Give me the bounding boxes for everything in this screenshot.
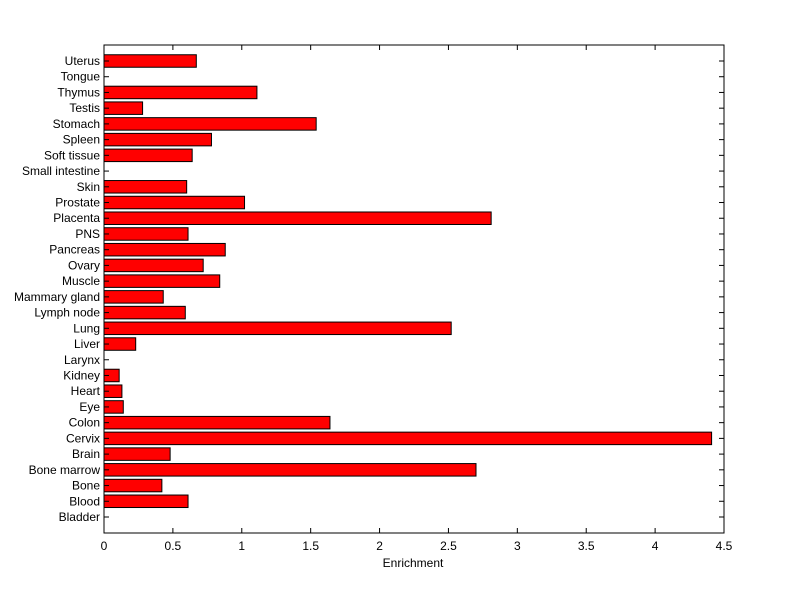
x-tick-label: 1.5 [302,539,319,553]
category-label: Liver [74,337,100,351]
ticks-layer [103,45,725,533]
bar [103,211,492,225]
category-label: Eye [79,400,100,414]
category-label: Prostate [55,196,100,210]
category-label: Bladder [59,510,100,524]
category-label: Lymph node [34,306,100,320]
category-label: Spleen [63,133,100,147]
category-label: Soft tissue [44,148,100,162]
category-label: Small intestine [22,164,100,178]
category-label: Larynx [64,353,100,367]
bar [103,180,188,194]
category-label: Heart [71,384,101,398]
bar [103,494,189,509]
bar [103,415,331,430]
category-label: Blood [69,494,100,508]
bar [103,117,317,131]
category-label: Lung [73,321,100,335]
x-tick-labels: 0 0.5 1 1.5 2 2.5 3 3.5 4 4.5 [101,539,733,553]
bar [103,227,189,241]
category-label: Ovary [68,258,100,272]
category-label: Thymus [57,85,100,99]
category-label: Bone [72,479,100,493]
bar [103,54,197,68]
x-tick-label: 2.5 [440,539,457,553]
bar [103,478,163,493]
x-axis-label: Enrichment [383,556,444,570]
category-label: Testis [69,101,100,115]
x-tick-label: 3 [514,539,521,553]
category-label: Pancreas [49,243,100,257]
bar [103,290,164,304]
x-tick-label: 2 [376,539,383,553]
bar [103,447,171,461]
x-tick-label: 4 [652,539,659,553]
category-label: Bone marrow [29,463,101,477]
category-label: Mammary gland [14,290,100,304]
bar [103,148,193,163]
category-label: Kidney [63,368,100,382]
bar [103,242,226,257]
x-tick-label: 1 [238,539,245,553]
bar [103,85,258,100]
category-label: Colon [69,416,100,430]
x-tick-label: 0.5 [165,539,182,553]
bar [103,258,204,273]
bar [103,101,144,115]
bar [103,132,212,147]
bar [103,305,186,320]
bar [103,321,452,336]
bar [103,274,221,288]
category-label: Skin [77,180,100,194]
plot-frame [103,44,725,534]
category-label: Brain [72,447,100,461]
bar [103,195,246,210]
category-label: Cervix [66,431,100,445]
x-tick-label: 0 [101,539,108,553]
category-label: Placenta [53,211,100,225]
bar [103,431,713,446]
category-label: PNS [75,227,100,241]
category-label: Stomach [53,117,100,131]
x-tick-label: 4.5 [716,539,733,553]
category-label: Tongue [61,70,101,84]
category-label: Uterus [65,54,100,68]
category-label: Muscle [62,274,100,288]
x-tick-label: 3.5 [578,539,595,553]
bar [103,463,477,477]
